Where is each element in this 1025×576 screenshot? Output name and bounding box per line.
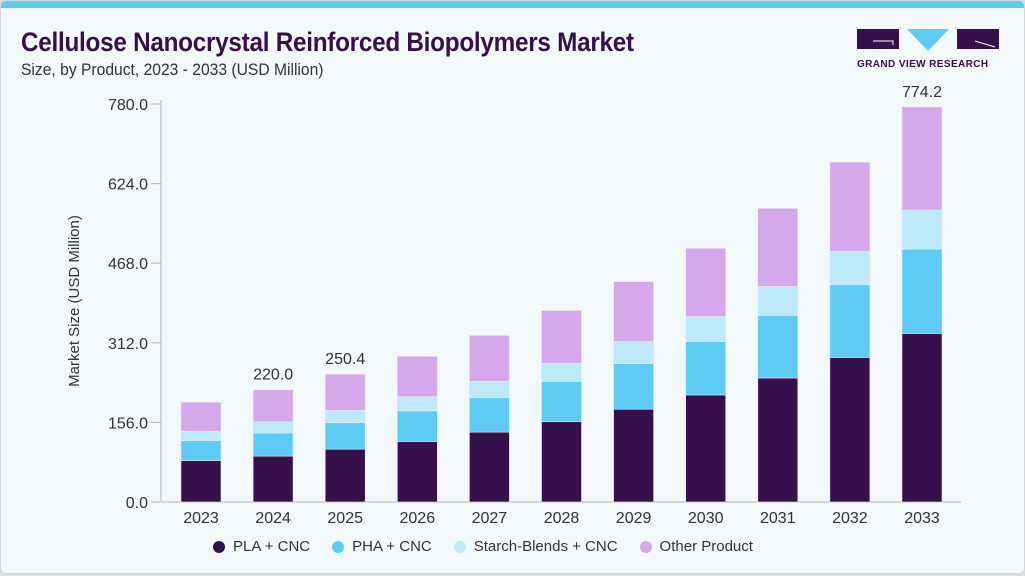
bar-segment-pha-cnc-2029 [613,363,654,410]
bar-segment-pla-cnc-2029 [613,408,654,503]
x-tick-label: 2025 [327,510,363,527]
legend-item: Starch-Blends + CNC [453,538,618,555]
x-tick-label: 2026 [400,510,436,527]
data-label: 250.4 [325,351,365,368]
bar-segment-starch-blends-cnc-2023 [180,430,222,441]
data-label: 220.0 [253,367,293,384]
x-tick-label: 2024 [255,510,291,527]
bar-segment-pha-cnc-2023 [180,440,222,461]
x-tick-label: 2031 [760,510,796,527]
bar-segment-other-product-2026 [396,356,438,398]
bar-segment-other-product-2024 [252,389,294,423]
x-tick-label: 2033 [904,510,940,527]
bar-segment-starch-blends-cnc-2025 [324,409,366,424]
y-tick-label: 780.0 [108,97,148,114]
legend-label: PLA + CNC [233,538,311,555]
legend-swatch [639,540,652,553]
y-tick-label: 312.0 [108,336,148,353]
bar-segment-starch-blends-cnc-2031 [757,286,799,316]
bar-segment-other-product-2025 [324,373,366,411]
bar-segment-starch-blends-cnc-2028 [541,363,582,382]
chart-title: Cellulose Nanocrystal Reinforced Biopoly… [21,27,634,57]
legend-item: PHA + CNC [332,538,432,555]
bar-segment-pha-cnc-2027 [469,397,510,433]
x-tick-label: 2028 [544,510,580,527]
bar-segment-pha-cnc-2026 [396,410,438,442]
legend-label: Starch-Blends + CNC [473,538,618,555]
bar-segment-pla-cnc-2032 [829,357,871,503]
bar-segment-pla-cnc-2023 [180,460,222,503]
y-tick-label: 468.0 [108,256,148,273]
bar-segment-starch-blends-cnc-2032 [829,251,871,286]
bar-segment-pla-cnc-2033 [901,333,943,503]
legend-label: PHA + CNC [352,538,432,555]
legend-swatch [213,540,225,553]
grand-view-research-logo [857,29,999,51]
bar-segment-pha-cnc-2030 [685,341,727,396]
bar-segment-pla-cnc-2028 [541,421,582,503]
bar-segment-pla-cnc-2024 [252,455,294,503]
y-tick-label: 0.0 [126,495,148,512]
bar-segment-pha-cnc-2031 [757,315,799,379]
bar-segment-other-product-2029 [613,281,654,342]
y-tick-label: 624.0 [108,177,148,194]
bar-segment-pla-cnc-2026 [396,441,438,503]
x-tick-label: 2023 [183,510,219,527]
bar-segment-starch-blends-cnc-2027 [469,381,510,399]
legend-swatch [453,540,466,553]
bar-segment-starch-blends-cnc-2024 [252,421,294,434]
accent-bar [1,1,1024,8]
bar-segment-other-product-2028 [541,310,582,364]
logo-text: GRAND VIEW RESEARCH [857,59,989,70]
bar-segment-starch-blends-cnc-2029 [613,341,654,364]
y-axis-label: Market Size (USD Million) [66,215,83,387]
bar-segment-pha-cnc-2032 [829,284,871,358]
bar-segment-starch-blends-cnc-2030 [685,316,727,342]
legend-swatch [332,540,345,553]
bar-segment-other-product-2033 [901,106,943,211]
bar-segment-pha-cnc-2033 [901,248,943,334]
x-tick-label: 2030 [688,510,724,527]
bar-segment-pha-cnc-2025 [324,422,366,450]
chart-subtitle: Size, by Product, 2023 - 2033 (USD Milli… [21,60,324,79]
bar-segment-starch-blends-cnc-2026 [396,396,438,412]
legend: PLA + CNC PHA + CNC Starch-Blends + CNC Oth… [213,538,753,555]
bar-segment-other-product-2031 [757,208,799,287]
y-tick-label: 156.0 [108,415,148,432]
legend-item: Other Product [639,538,753,555]
bar-segment-other-product-2032 [829,161,871,252]
bar-segment-pha-cnc-2024 [252,432,294,457]
legend-label: Other Product [659,538,753,555]
bar-segment-other-product-2030 [685,247,727,317]
bar-segment-other-product-2027 [469,335,510,382]
data-label: 774.2 [902,84,942,101]
bar-segment-other-product-2023 [180,401,222,432]
x-tick-label: 2027 [472,510,508,527]
bar-segment-pla-cnc-2025 [324,448,366,503]
bar-segment-pla-cnc-2030 [685,394,727,503]
bar-segment-starch-blends-cnc-2033 [901,209,943,250]
x-tick-label: 2032 [832,510,868,527]
legend-item: PLA + CNC [213,538,310,555]
bar-segment-pha-cnc-2028 [541,381,582,423]
x-tick-label: 2029 [616,510,652,527]
bar-segment-pla-cnc-2031 [757,377,799,503]
bar-segment-pla-cnc-2027 [469,431,510,503]
